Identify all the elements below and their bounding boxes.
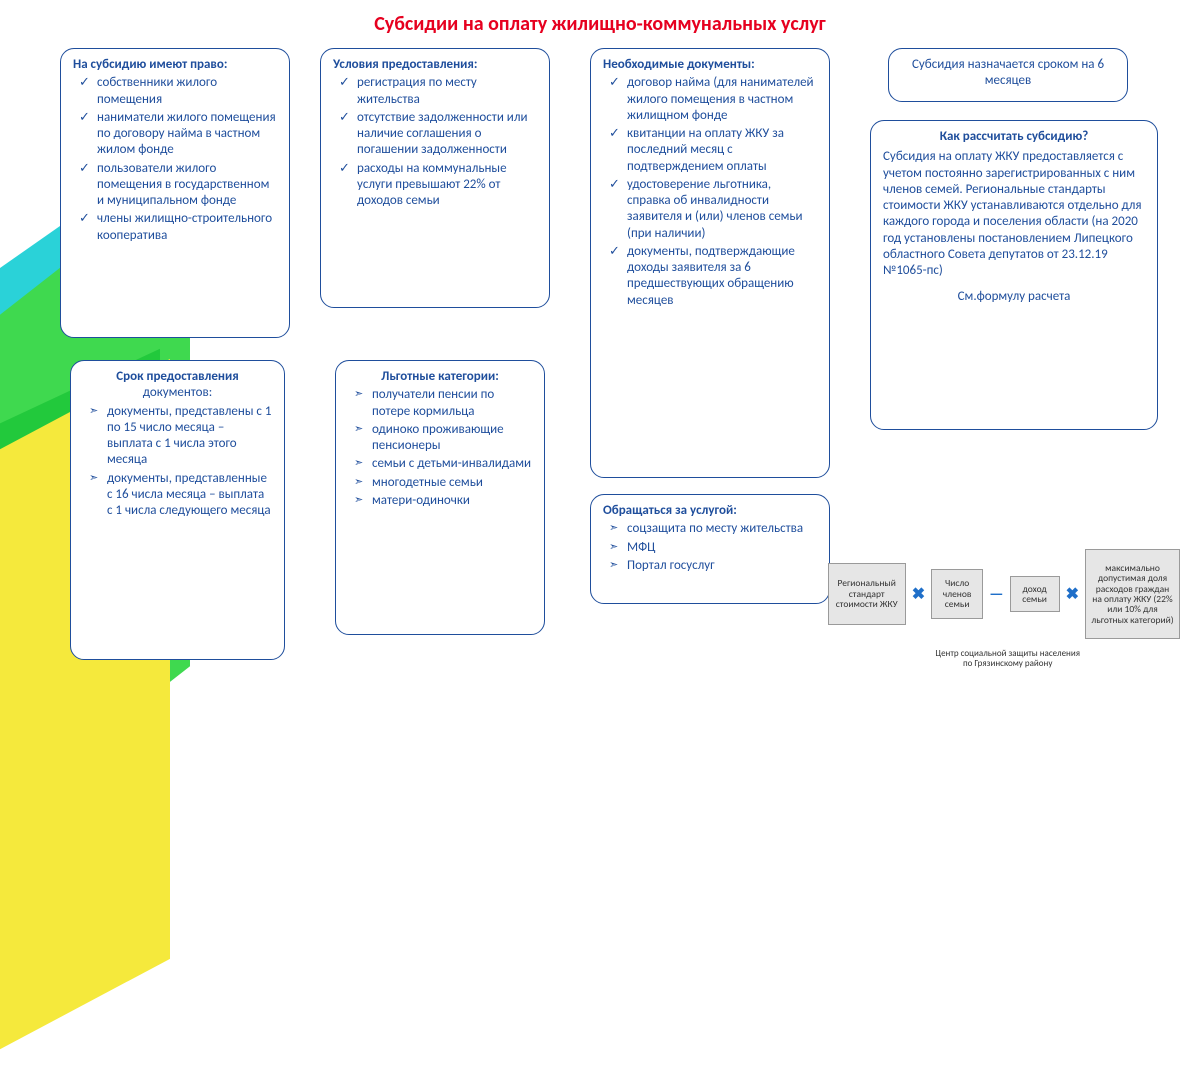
- formula-box-1: Региональный стандарт стоимости ЖКУ: [828, 563, 906, 625]
- card-apply-list: соцзащита по месту жительства МФЦ Портал…: [603, 521, 817, 574]
- list-item: регистрация по месту жительства: [337, 75, 537, 108]
- list-item: соцзащита по месту жительства: [607, 521, 817, 537]
- list-item: многодетные семьи: [352, 475, 532, 491]
- list-item: семьи с детьми-инвалидами: [352, 456, 532, 472]
- list-item: получатели пенсии по потере кормильца: [352, 387, 532, 420]
- card-calc-head: Как рассчитать субсидию?: [940, 129, 1089, 144]
- card-docs-list: договор найма (для нанимателей жилого по…: [603, 75, 817, 309]
- card-calc-body: Субсидия на оплату ЖКУ предоставляется с…: [883, 149, 1145, 279]
- list-item: матери-одиночки: [352, 493, 532, 509]
- card-categories: Льготные категории: получатели пенсии по…: [335, 360, 545, 635]
- list-item: одиноко проживающие пенсионеры: [352, 422, 532, 455]
- card-term-head: Срок предоставления: [116, 369, 238, 384]
- list-item: отсутствие задолженности или наличие сог…: [337, 110, 537, 159]
- formula-box-3: доход семьи: [1010, 576, 1060, 612]
- list-item: удостоверение льготника, справка об инва…: [607, 177, 817, 242]
- minus-icon: —: [989, 585, 1003, 604]
- card-categories-list: получатели пенсии по потере кормильца од…: [348, 387, 532, 509]
- card-categories-head: Льготные категории:: [381, 369, 499, 384]
- card-conditions-head: Условия предоставления:: [333, 57, 477, 72]
- mult-icon: ✖: [1066, 584, 1079, 604]
- page-title: Субсидии на оплату жилищно-коммунальных …: [0, 12, 1200, 36]
- card-term-list: документы, представлены с 1 по 15 число …: [83, 404, 272, 520]
- mult-icon: ✖: [912, 584, 925, 604]
- card-duration-text: Субсидия назначается сроком на 6 месяцев: [912, 57, 1104, 88]
- list-item: наниматели жилого помещения по договору …: [77, 110, 277, 159]
- list-item: Портал госуслуг: [607, 558, 817, 574]
- list-item: пользователи жилого помещения в государс…: [77, 161, 277, 210]
- credit-line2: по Грязинскому району: [935, 659, 1080, 669]
- card-term-sub: документов:: [83, 385, 272, 401]
- list-item: документы, представлены с 1 по 15 число …: [87, 404, 272, 469]
- list-item: документы, подтверждающие доходы заявите…: [607, 244, 817, 309]
- list-item: квитанции на оплату ЖКУ за последний мес…: [607, 126, 817, 175]
- list-item: собственники жилого помещения: [77, 75, 277, 108]
- card-rights: На субсидию имеют право: собственники жи…: [60, 48, 290, 338]
- formula-box-2: Число членов семьи: [931, 569, 983, 619]
- card-apply-head: Обращаться за услугой:: [603, 503, 737, 518]
- list-item: расходы на коммунальные услуги превышают…: [337, 161, 537, 210]
- list-item: МФЦ: [607, 540, 817, 556]
- formula: Региональный стандарт стоимости ЖКУ ✖ Чи…: [828, 549, 1180, 639]
- list-item: договор найма (для нанимателей жилого по…: [607, 75, 817, 124]
- list-item: члены жилищно-строительного кооператива: [77, 211, 277, 244]
- formula-box-4: максимально допустимая доля расходов гра…: [1085, 549, 1180, 639]
- card-rights-list: собственники жилого помещения наниматели…: [73, 75, 277, 244]
- card-duration: Субсидия назначается сроком на 6 месяцев: [888, 48, 1128, 102]
- card-calc: Как рассчитать субсидию? Субсидия на опл…: [870, 120, 1158, 430]
- credit: Центр социальной защиты населения по Гря…: [935, 649, 1080, 669]
- card-conditions: Условия предоставления: регистрация по м…: [320, 48, 550, 308]
- card-docs-head: Необходимые документы:: [603, 57, 755, 72]
- card-apply: Обращаться за услугой: соцзащита по мест…: [590, 494, 830, 604]
- card-rights-head: На субсидию имеют право:: [73, 57, 227, 72]
- card-calc-footer: См.формулу расчета: [883, 289, 1145, 305]
- card-conditions-list: регистрация по месту жительства отсутств…: [333, 75, 537, 209]
- card-docs: Необходимые документы: договор найма (дл…: [590, 48, 830, 478]
- card-term: Срок предоставления документов: документ…: [70, 360, 285, 660]
- list-item: документы, представленные с 16 числа мес…: [87, 471, 272, 520]
